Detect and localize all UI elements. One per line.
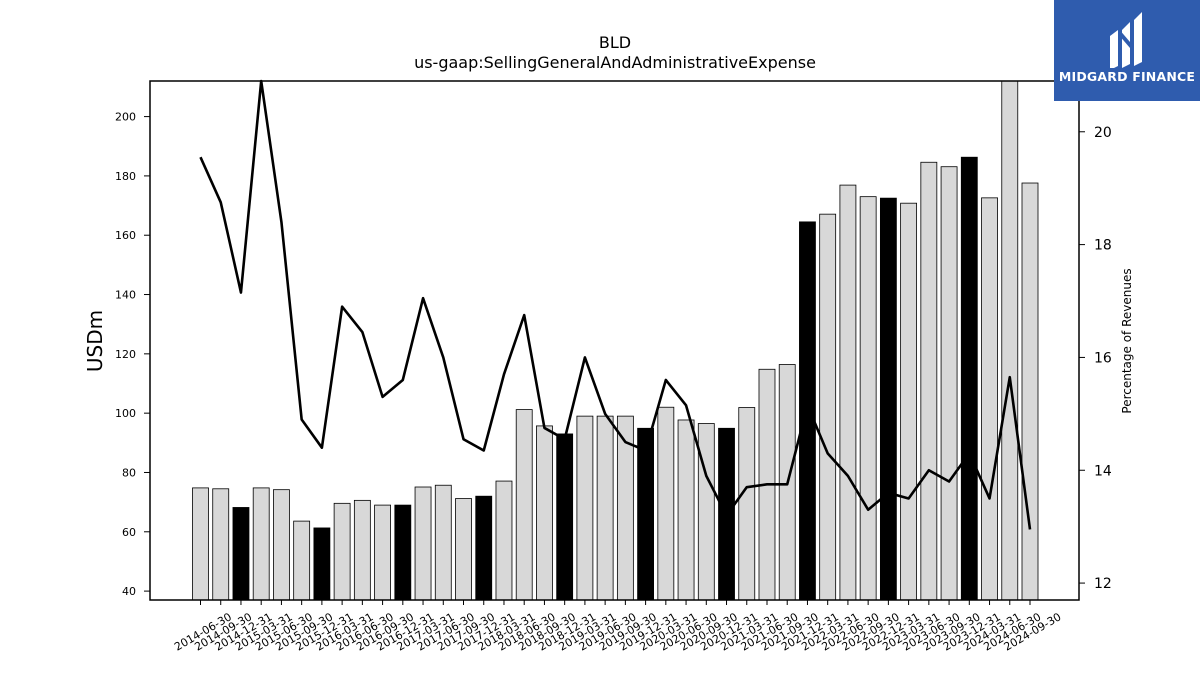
bar-series bbox=[192, 80, 1039, 601]
bar-2016-06-30 bbox=[353, 499, 371, 601]
bar-2016-09-30 bbox=[374, 504, 391, 601]
midgard-bars-icon bbox=[1110, 12, 1142, 68]
bar-2015-06-30 bbox=[273, 489, 290, 601]
bar-2018-12-31 bbox=[556, 433, 574, 601]
y-tick-label: 80 bbox=[122, 466, 136, 479]
bar-2015-12-31 bbox=[313, 527, 331, 601]
bar-2017-12-31 bbox=[475, 495, 493, 601]
y-right-tick-label: 20 bbox=[1094, 125, 1112, 141]
y-axis-label: USDm bbox=[83, 310, 107, 372]
y-right-tick-label: 12 bbox=[1094, 576, 1112, 592]
plot-frame bbox=[149, 80, 1080, 601]
bar-2023-06-30 bbox=[920, 161, 938, 601]
y-right-tick-label: 14 bbox=[1094, 463, 1112, 479]
bar-2016-03-31 bbox=[333, 502, 351, 601]
bar-2020-03-31 bbox=[657, 406, 675, 601]
y-right-tick-label: 18 bbox=[1094, 238, 1112, 254]
bar-2020-09-30 bbox=[697, 423, 715, 601]
bar-2024-06-30 bbox=[1001, 80, 1019, 601]
y-tick-label: 60 bbox=[122, 526, 136, 539]
bar-2016-12-31 bbox=[394, 504, 412, 601]
bar-2022-03-31 bbox=[819, 213, 837, 601]
bar-2020-06-30 bbox=[677, 419, 695, 601]
bar-2023-03-31 bbox=[900, 202, 918, 601]
line-series bbox=[199, 79, 1032, 530]
line-percentage bbox=[199, 79, 1032, 530]
logo-badge: MIDGARD FINANCE bbox=[1054, 0, 1200, 101]
logo-text: MIDGARD FINANCE bbox=[1058, 69, 1196, 84]
bar-2023-09-30 bbox=[940, 166, 958, 601]
y-axis-right-label: Percentage of Revenues bbox=[1120, 268, 1134, 413]
y-tick-label: 140 bbox=[115, 289, 136, 302]
bar-2023-12-31 bbox=[960, 156, 978, 601]
y-tick-label: 160 bbox=[115, 229, 136, 242]
chart-title: BLD bbox=[599, 33, 631, 52]
bar-2014-12-31 bbox=[232, 507, 250, 601]
bar-2021-03-31 bbox=[738, 407, 756, 601]
y-tick-label: 200 bbox=[115, 111, 136, 124]
bar-2017-03-31 bbox=[414, 486, 432, 601]
bar-2014-06-30 bbox=[192, 487, 209, 601]
y-axis-right: 12 14 16 18 20 bbox=[1079, 125, 1112, 592]
chart-subtitle: us-gaap:SellingGeneralAndAdministrativeE… bbox=[414, 53, 816, 72]
bar-2022-06-30 bbox=[839, 184, 857, 601]
bar-2015-03-31 bbox=[252, 487, 270, 601]
bar-2018-03-31 bbox=[495, 480, 513, 601]
bar-2017-06-30 bbox=[434, 484, 452, 601]
bar-2017-09-30 bbox=[455, 498, 472, 601]
bar-2019-03-31 bbox=[576, 415, 594, 601]
y-tick-label: 40 bbox=[122, 585, 136, 598]
y-tick-label: 100 bbox=[115, 407, 136, 420]
bar-2022-09-30 bbox=[859, 196, 877, 601]
bar-2022-12-31 bbox=[879, 197, 897, 601]
bar-2024-09-30 bbox=[1021, 182, 1039, 601]
bar-2014-09-30 bbox=[212, 488, 230, 601]
bar-2015-09-30 bbox=[293, 520, 311, 601]
bar-2018-09-30 bbox=[536, 425, 553, 601]
bar-2019-06-30 bbox=[596, 415, 614, 601]
bar-2024-03-31 bbox=[981, 197, 998, 601]
y-tick-label: 180 bbox=[115, 170, 136, 183]
bar-2019-12-31 bbox=[637, 427, 654, 601]
bar-2021-12-31 bbox=[799, 221, 816, 601]
x-axis: 2014-06-302014-09-302014-12-312015-03-31… bbox=[172, 600, 1064, 654]
y-axis-left: 40 60 80 100 120 140 160 180 200 bbox=[115, 111, 150, 598]
bar-2018-06-30 bbox=[515, 409, 533, 601]
y-right-tick-label: 16 bbox=[1094, 350, 1112, 366]
y-tick-label: 120 bbox=[115, 348, 136, 361]
